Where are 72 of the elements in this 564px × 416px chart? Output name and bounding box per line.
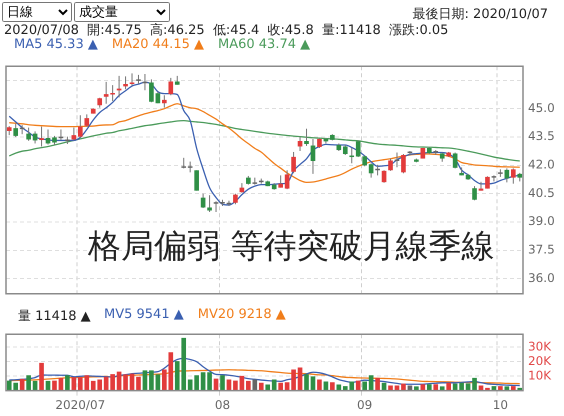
candlestick: [349, 148, 354, 164]
bar: [420, 384, 426, 391]
bar: [330, 382, 335, 391]
text: 成交量: [74, 2, 170, 22]
text: MA60 43.74 ▲: [218, 37, 310, 52]
bar: [78, 377, 83, 391]
y-tick-label: 30K: [528, 339, 552, 354]
bar: [356, 380, 361, 391]
bar: [90, 380, 96, 391]
candlestick: [433, 150, 438, 155]
bar: [252, 379, 258, 391]
bar: [39, 362, 44, 391]
bar: [72, 377, 76, 391]
bar: [32, 380, 38, 391]
bar: [162, 369, 167, 391]
x-tick-label: 09: [357, 398, 372, 412]
text: 最後日期: 2020/10/07: [412, 6, 548, 23]
bar: [375, 378, 380, 391]
y-tick-label: 10K: [528, 368, 552, 382]
y-tick-label: 43.5: [528, 129, 555, 144]
text: 日線: [2, 2, 72, 22]
y-tick-label: 40.5: [528, 186, 555, 200]
text: MA5 45.33 ▲: [14, 37, 98, 52]
bar: [324, 381, 328, 391]
text: 量 11418 ▲: [18, 308, 91, 325]
text: MA20 44.15 ▲: [112, 37, 204, 52]
bar: [349, 381, 354, 391]
bar: [168, 352, 174, 391]
text: MV5 9541 ▲: [104, 307, 184, 322]
bar: [84, 375, 90, 391]
bar: [220, 375, 225, 391]
bar: [246, 380, 251, 391]
bar: [174, 361, 180, 391]
bar: [284, 382, 290, 391]
bar: [110, 374, 115, 391]
bar: [426, 384, 432, 391]
bar: [272, 379, 277, 391]
x-tick-label: 08: [214, 398, 230, 412]
annotation: 格局偏弱 等待突破月線季線: [88, 225, 494, 267]
x-tick-label: 2020/07: [55, 398, 106, 412]
bar: [433, 384, 438, 391]
bar: [188, 379, 193, 391]
y-tick-label: 37.5: [528, 242, 555, 256]
y-tick-label: 42.0: [528, 157, 555, 172]
bar: [240, 376, 244, 391]
bar: [156, 374, 160, 391]
bar: [382, 382, 386, 391]
bar: [6, 380, 12, 391]
line-series: [8, 103, 520, 184]
text: MV20 9218 ▲: [198, 307, 286, 322]
line-series: [8, 358, 520, 386]
y-tick-label: 36.0: [528, 270, 555, 285]
line-series: [8, 120, 520, 162]
y-tick-label: 20K: [528, 354, 552, 368]
bar: [181, 338, 186, 391]
bar: [452, 384, 458, 391]
bar: [194, 375, 199, 391]
x-tick-label: 10: [492, 398, 508, 412]
y-tick-label: 39.0: [528, 214, 555, 228]
bar: [97, 379, 102, 391]
bar: [46, 380, 50, 391]
bar: [26, 375, 31, 391]
y-tick-label: 45.0: [528, 100, 555, 115]
bar: [214, 378, 218, 391]
bar: [20, 378, 24, 391]
bar: [104, 376, 108, 391]
bar: [65, 375, 70, 391]
bar: [317, 379, 322, 391]
line-series: [8, 369, 520, 384]
bar: [362, 381, 367, 391]
text: 2020/07/08 開:45.75 高:46.25 低:45.4 收:45.8 量:11418 漲跌:0.05: [4, 22, 448, 38]
bar: [368, 375, 374, 391]
